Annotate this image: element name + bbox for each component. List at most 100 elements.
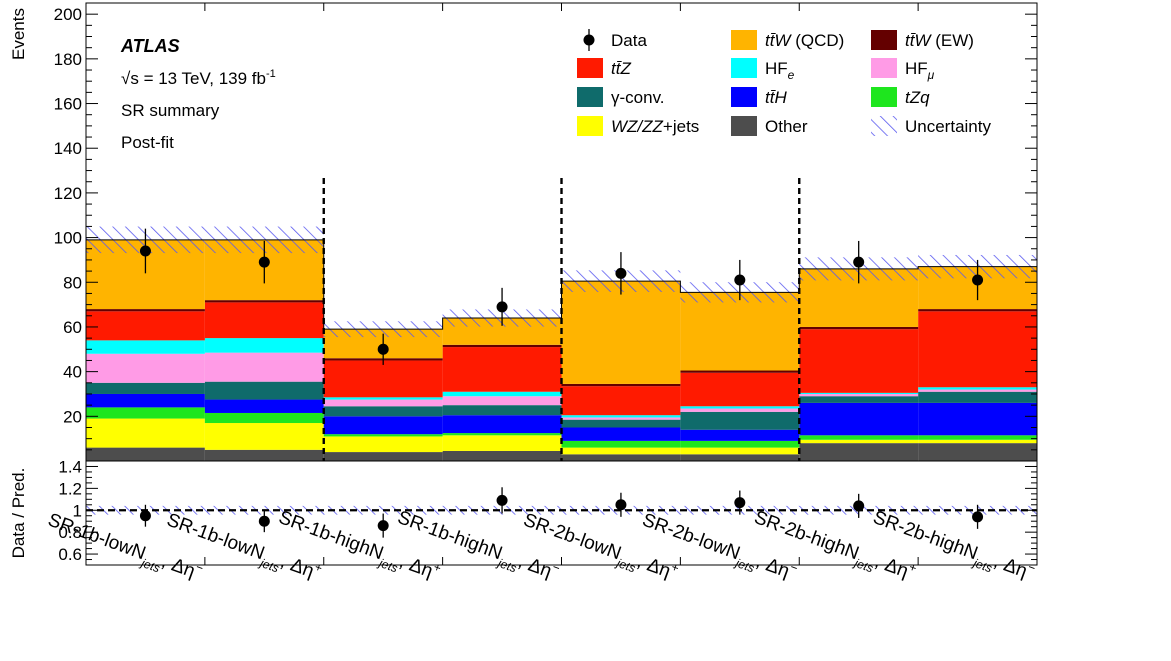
y-tick-label: 140 [54,139,82,158]
legend-entry: tt̄W (EW) [871,30,974,50]
ratio-point [734,497,746,509]
y-tick-label: 100 [54,229,82,248]
y-tick-label: 40 [63,363,82,382]
energy-label: √s = 13 TeV, 139 fb-1 [121,68,276,88]
bar-segment [680,454,800,461]
bar-segment [680,406,800,409]
data-point [972,274,984,286]
legend-entry: Other [731,116,808,136]
data-point [139,245,151,257]
ratio-tick-label: 1 [73,501,82,520]
legend-label: WZ/ZZ+jets [611,117,699,136]
ratio-tick-label: 0.6 [58,545,82,564]
bar-segment [204,412,324,424]
bar-segment [680,447,800,455]
data-point [496,301,508,313]
legend-label: tt̄W (EW) [905,31,974,50]
bar-segment [442,391,562,397]
legend-swatch [871,30,897,50]
legend-swatch [577,116,603,136]
bar-segment [561,447,681,455]
y-tick-label: 20 [63,407,82,426]
ratio-tick-label: 1.4 [58,457,82,476]
ratio-point [377,520,389,532]
bar-segment [323,452,443,461]
data-point [853,256,865,268]
legend-label: HFe [765,59,795,82]
legend-label: HFμ [905,59,935,82]
bar-segment [86,418,205,448]
bar-segment [323,406,443,417]
data-point [258,256,270,268]
legend-swatch [871,116,897,136]
ratio-tick-label: 0.8 [58,523,82,542]
bar-segment [561,281,681,384]
bar-segment [561,419,681,428]
bar-segment [442,396,562,406]
bar-segment [680,440,800,448]
bar-segment [442,347,562,392]
ratio-point [615,499,627,511]
bar-segment [442,433,562,436]
legend-label: tt̄H [765,88,787,107]
y-tick-label: 80 [63,273,82,292]
bar-segment [204,399,324,413]
y-tick-label: 120 [54,184,82,203]
bar-segment [799,435,919,440]
bar-segment [323,436,443,453]
experiment-label: ATLAS [120,36,180,56]
bar-segment [799,443,919,461]
y-axis-label: Events [9,8,28,60]
bar-segment [86,353,205,383]
bar-segment [323,434,443,437]
bar-segment [204,302,324,339]
bar-segment [799,329,919,393]
bar-segment [86,311,205,341]
ratio-tick-label: 1.2 [58,479,82,498]
legend-entry: γ-conv. [577,87,665,107]
legend-label: Uncertainty [905,117,991,136]
legend-swatch [731,30,757,50]
bar-segment [799,393,919,397]
ratio-point [853,500,865,512]
ratio-point [496,494,508,506]
bar-segment [680,372,800,407]
bar-segment [918,389,1037,392]
bar-segment [442,415,562,434]
bar-segment [561,383,681,387]
legend-swatch [577,87,603,107]
legend-label: Data [611,31,647,50]
annotation-text: SR summary [121,101,220,120]
legend-entry: Uncertainty [871,116,991,136]
y-tick-label: 60 [63,318,82,337]
legend-label: Other [765,117,808,136]
bar-segment [680,411,800,430]
bar-segment [204,352,324,382]
bar-segment [918,439,1037,444]
legend: Data tt̄W (QCD) tt̄W (EW) tt̄Z HFe HFμ γ-conv.… [577,29,991,136]
ratio-point [972,511,984,523]
data-point [734,274,746,286]
bar-segment [86,309,205,312]
bar-segment [561,440,681,448]
ratio-axis-label: Data / Pred. [9,468,28,559]
bar-segment [86,393,205,408]
legend-swatch [871,87,897,107]
legend-swatch [577,58,603,78]
legend-label: tt̄Z [611,59,631,78]
bar-segment [799,439,919,444]
legend-marker [583,34,595,46]
bar-segment [442,450,562,461]
bar-segment [323,397,443,400]
legend-swatch [871,58,897,78]
legend-entry: tt̄Z [577,58,631,78]
bar-segment [323,416,443,435]
bar-segment [680,408,800,412]
ratio-plot-area [86,487,1037,538]
bar-segment [561,415,681,418]
legend-label: tt̄W (QCD) [765,31,844,50]
bar-segment [918,443,1037,461]
bar-segment [86,407,205,419]
bar-segment [561,386,681,416]
